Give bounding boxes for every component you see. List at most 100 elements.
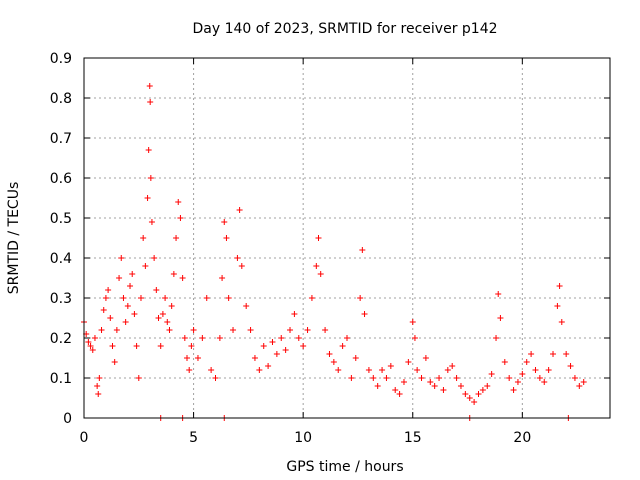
data-point [282,347,289,353]
data-point [409,319,416,325]
data-point [96,375,103,381]
data-point [444,367,451,373]
data-point [563,351,570,357]
data-point [164,319,171,325]
data-point [177,215,184,221]
data-point [120,295,127,301]
data-point [105,287,112,293]
data-point [147,175,154,181]
data-point [194,355,201,361]
data-point [219,275,226,281]
data-point [223,235,230,241]
data-point [418,375,425,381]
data-point [287,327,294,333]
data-point [118,255,125,261]
data-point [453,375,460,381]
y-tick-label: 0.4 [50,251,72,267]
data-point [203,295,210,301]
data-point [102,295,109,301]
data-point [414,367,421,373]
data-point [124,303,131,309]
data-point [427,379,434,385]
data-point [359,247,366,253]
data-point [127,283,134,289]
data-point [273,351,280,357]
data-point [168,303,175,309]
data-point [576,383,583,389]
data-point [122,319,129,325]
data-point [181,335,188,341]
data-point [322,327,329,333]
data-point [411,335,418,341]
data-point [135,375,142,381]
data-point [313,263,320,269]
data-point [348,375,355,381]
data-point [162,295,169,301]
data-point [440,387,447,393]
data-point [308,295,315,301]
data-point [387,363,394,369]
data-point [144,195,151,201]
data-point [536,375,543,381]
data-point [155,315,162,321]
data-point [571,375,578,381]
data-point [554,303,561,309]
data-point [357,295,364,301]
data-point [107,315,114,321]
x-tick-label: 10 [294,430,312,446]
data-point [236,207,243,213]
data-point [352,355,359,361]
data-point [173,235,180,241]
data-point [431,383,438,389]
data-point [479,387,486,393]
data-point [436,375,443,381]
data-point [365,367,372,373]
data-point [300,343,307,349]
data-point [295,335,302,341]
data-point [379,367,386,373]
y-tick-label: 0.6 [50,171,72,187]
data-point [400,379,407,385]
data-point [208,367,215,373]
data-point [199,335,206,341]
data-point [291,311,298,317]
data-point [556,283,563,289]
data-point [493,335,500,341]
y-tick-label: 0.5 [50,211,72,227]
x-tick-label: 15 [404,430,422,446]
data-point [251,355,258,361]
data-point [186,367,193,373]
data-point [344,335,350,341]
data-point [567,363,574,369]
data-point [100,307,107,313]
grid-layer [84,58,610,418]
data-point [260,343,267,349]
data-point [550,351,557,357]
data-point [528,351,535,357]
data-point [488,371,495,377]
data-point [495,291,502,297]
x-tick-label: 20 [513,430,531,446]
data-point [153,287,160,293]
chart-title: Day 140 of 2023, SRMTID for receiver p14… [192,21,497,37]
data-point [151,255,158,261]
data-point [238,263,245,269]
data-point [188,343,195,349]
data-point [278,335,285,341]
data-point [462,391,469,397]
data-point [457,383,464,389]
data-point [190,327,197,333]
y-tick-label: 0.3 [50,291,72,307]
data-point [131,311,138,317]
data-point [374,383,381,389]
data-point [221,219,228,225]
data-point [580,379,587,385]
data-point [159,311,166,317]
data-point [315,235,322,241]
data-point [545,367,552,373]
data-point [471,399,478,405]
data-point [523,359,530,365]
data-point [370,375,377,381]
